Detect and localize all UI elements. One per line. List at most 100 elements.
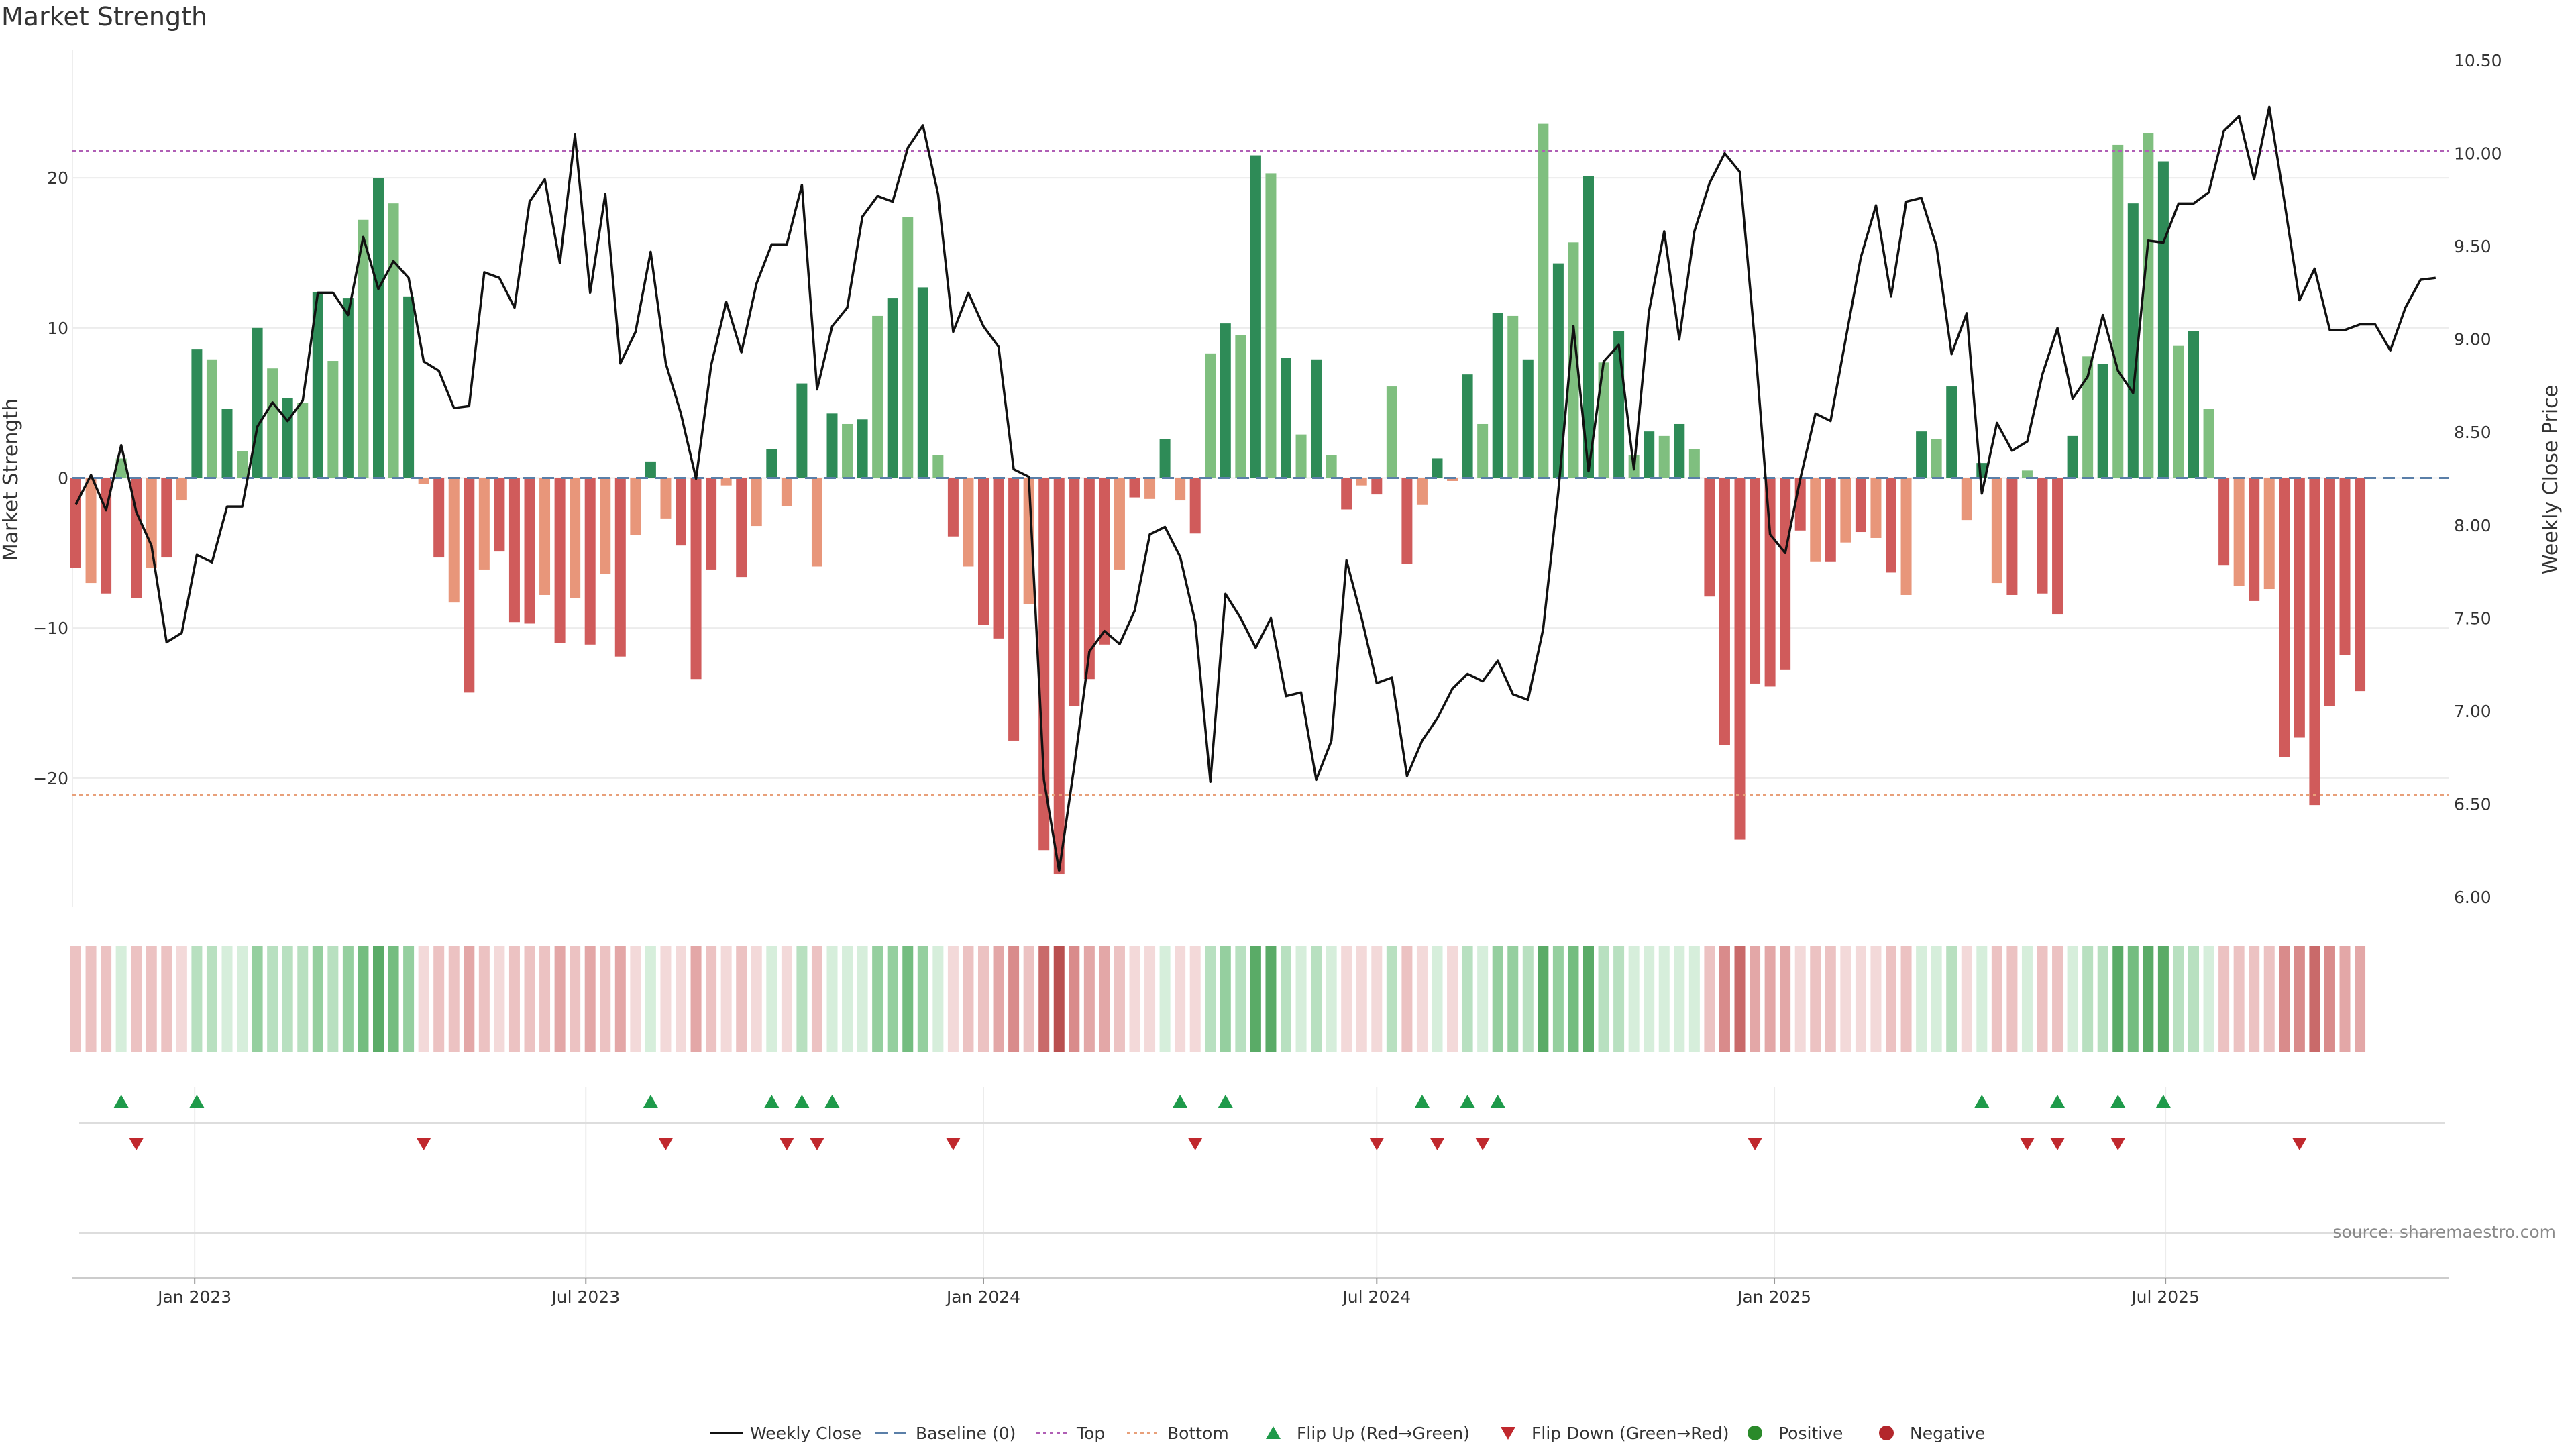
strength-bar — [2263, 478, 2275, 590]
left-axis-title: Market Strength — [0, 398, 23, 561]
heat-cell — [403, 946, 415, 1052]
strength-bar — [1855, 478, 1866, 533]
legend-swatch-flip-down — [1501, 1427, 1515, 1440]
strength-bar — [584, 478, 596, 645]
legend-label: Top — [1076, 1424, 1105, 1443]
strength-bar — [85, 478, 97, 584]
heat-cell — [2279, 946, 2290, 1052]
strength-bar — [781, 478, 792, 506]
heat-cell — [1764, 946, 1776, 1052]
heat-cell — [2157, 946, 2169, 1052]
heat-cell — [2097, 946, 2108, 1052]
heat-cell — [2233, 946, 2245, 1052]
heat-cell — [1083, 946, 1095, 1052]
heat-cell — [85, 946, 97, 1052]
heat-cell — [1658, 946, 1670, 1052]
flip-up-marker — [794, 1095, 810, 1108]
heat-cell — [1416, 946, 1428, 1052]
right-tick-label: 6.50 — [2454, 794, 2491, 814]
heat-cell — [161, 946, 172, 1052]
heat-cell — [614, 946, 626, 1052]
heat-cell — [2067, 946, 2078, 1052]
strength-bar — [1658, 435, 1670, 478]
heat-cell — [963, 946, 974, 1052]
strength-bar — [1447, 478, 1458, 481]
flip-down-marker — [1430, 1138, 1445, 1150]
strength-bar — [237, 451, 248, 478]
heat-cell — [478, 946, 490, 1052]
heat-cell — [1583, 946, 1594, 1052]
heat-cell — [1281, 946, 1291, 1052]
strength-bar — [327, 361, 339, 478]
strength-bar — [1175, 478, 1186, 501]
strength-bar — [857, 419, 868, 478]
heat-cell — [539, 946, 551, 1052]
strength-bar — [252, 327, 263, 478]
heat-cell — [131, 946, 142, 1052]
heat-cell — [312, 946, 323, 1052]
strength-bar — [554, 478, 566, 643]
heat-cell — [1159, 946, 1171, 1052]
strength-bar — [1038, 478, 1050, 851]
heat-cell — [2309, 946, 2320, 1052]
heat-cell — [1946, 946, 1957, 1052]
strength-bar — [1401, 478, 1413, 564]
heat-cell — [1674, 946, 1685, 1052]
legend-label: Baseline (0) — [916, 1424, 1016, 1443]
strength-bar — [448, 478, 460, 603]
heat-cell — [1644, 946, 1655, 1052]
heat-cell — [1175, 946, 1186, 1052]
left-tick-label: 20 — [47, 168, 68, 188]
strength-bar — [1764, 478, 1776, 687]
heat-cell — [146, 946, 157, 1052]
strength-bar — [1326, 455, 1337, 478]
heat-cell — [766, 946, 777, 1052]
flip-down-marker — [809, 1138, 824, 1150]
heat-cell — [1144, 946, 1156, 1052]
heat-cell — [887, 946, 898, 1052]
heat-cell — [1794, 946, 1806, 1052]
heat-cell — [811, 946, 822, 1052]
x-tick-label: Jan 2023 — [156, 1287, 231, 1307]
heat-cell — [1568, 946, 1579, 1052]
heat-cell — [1250, 946, 1261, 1052]
heat-cell — [1462, 946, 1473, 1052]
right-tick-label: 10.50 — [2454, 51, 2502, 70]
chart-title: Market Strength — [1, 2, 207, 32]
heat-cell — [630, 946, 641, 1052]
strength-bar — [1250, 155, 1261, 478]
strength-bar — [2324, 478, 2335, 706]
flip-down-marker — [1187, 1138, 1203, 1150]
flip-up-marker — [2110, 1095, 2126, 1108]
heat-cell — [1870, 946, 1882, 1052]
strength-bar — [131, 478, 142, 598]
strength-bar — [2355, 478, 2366, 692]
strength-bar — [1598, 362, 1609, 478]
weekly-close-polyline — [74, 105, 2436, 872]
heat-cell — [1371, 946, 1383, 1052]
flip-up-marker — [1974, 1095, 1990, 1108]
heat-cell — [1386, 946, 1397, 1052]
strength-bar — [872, 315, 883, 478]
legend-label: Weekly Close — [750, 1424, 861, 1443]
strength-bar — [524, 478, 535, 624]
heat-cell — [1916, 946, 1927, 1052]
heat-cell — [1356, 946, 1367, 1052]
strength-bar — [70, 478, 81, 568]
strength-bar — [842, 423, 853, 478]
strength-bar — [373, 178, 384, 478]
flip-down-marker — [2110, 1138, 2126, 1150]
strength-bar — [494, 478, 505, 552]
heat-cell — [1053, 946, 1065, 1052]
strength-bar — [751, 478, 762, 527]
right-axis-ticks: 6.00 6.50 7.00 7.50 8.00 8.50 9.00 9.50 10.00 10.… — [2454, 51, 2502, 907]
strength-bar — [1810, 478, 1821, 562]
strength-bar — [1719, 478, 1730, 745]
legend-label: Flip Down (Green→Red) — [1532, 1424, 1729, 1443]
heat-cell — [1522, 946, 1534, 1052]
heat-cell — [1991, 946, 2002, 1052]
heat-cell — [902, 946, 914, 1052]
strength-bar — [464, 478, 475, 693]
heat-cell — [1704, 946, 1715, 1052]
left-tick-label: 0 — [58, 469, 68, 488]
